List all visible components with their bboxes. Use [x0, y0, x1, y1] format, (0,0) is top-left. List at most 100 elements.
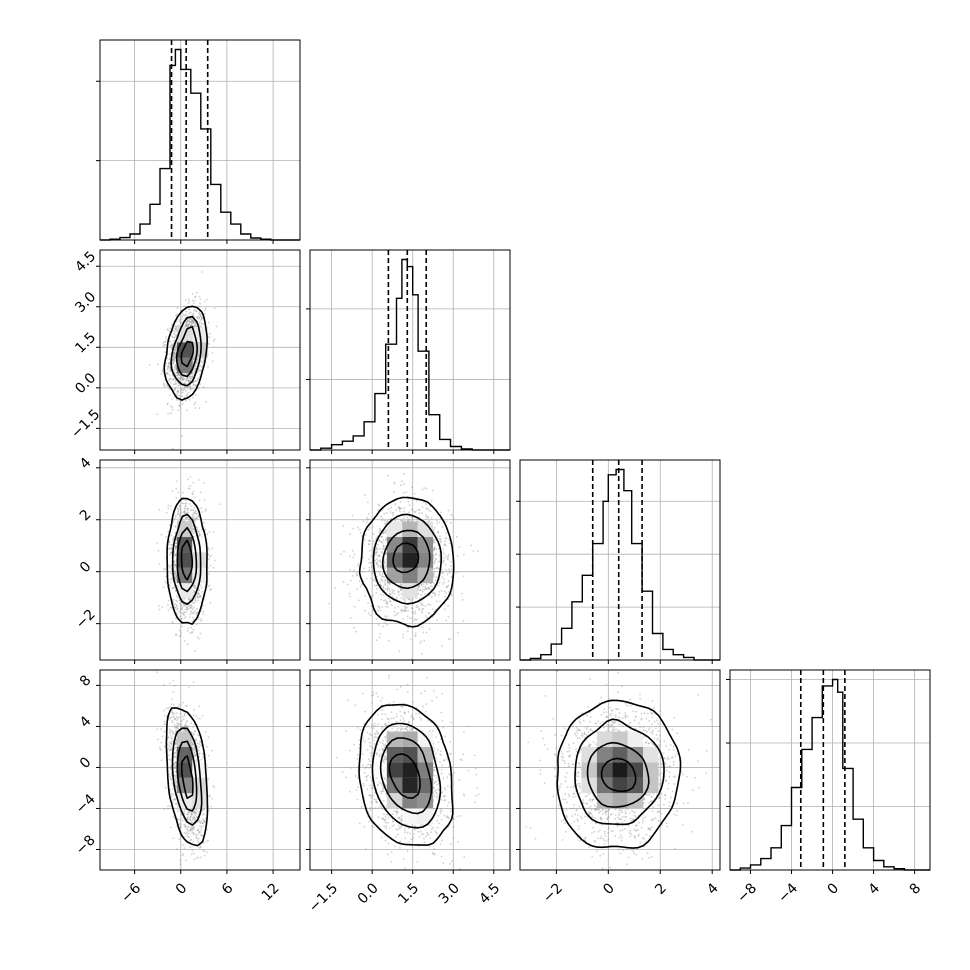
sample-point [169, 412, 172, 415]
sample-point [175, 542, 177, 545]
sample-point [430, 595, 433, 598]
panel-content [100, 250, 300, 450]
sample-point [166, 367, 169, 370]
sample-point [178, 504, 181, 507]
sample-point [186, 507, 189, 510]
sample-point [374, 548, 377, 551]
sample-point [426, 587, 429, 589]
sample-point [418, 509, 421, 511]
sample-point [398, 508, 401, 511]
sample-point [410, 599, 412, 602]
sample-point [192, 528, 195, 531]
sample-point [190, 372, 193, 375]
sample-point [445, 532, 448, 534]
sample-point [447, 591, 450, 593]
sample-point [196, 596, 199, 599]
sample-point [191, 631, 194, 634]
sample-point [357, 564, 359, 567]
sample-point [369, 549, 371, 552]
sample-point [182, 701, 184, 704]
sample-point [400, 608, 403, 611]
sample-point [375, 570, 377, 573]
sample-point [392, 511, 395, 514]
sample-point [171, 587, 174, 590]
sample-point [178, 629, 181, 632]
sample-point [186, 608, 189, 611]
sample-point [190, 386, 193, 389]
sample-point [211, 547, 214, 550]
panel-frame [519, 459, 721, 661]
sample-point [403, 483, 405, 485]
sample-point [198, 532, 201, 535]
sample-point [180, 632, 183, 634]
sample-point [438, 537, 441, 540]
sample-point [187, 298, 190, 300]
sample-point [191, 828, 194, 830]
sample-point [168, 340, 171, 343]
sample-point [408, 598, 410, 601]
sample-point [177, 384, 180, 387]
sample-point [171, 538, 174, 541]
sample-point [384, 599, 387, 602]
sample-point [373, 543, 376, 545]
sample-point [170, 344, 173, 346]
sample-point [440, 511, 442, 514]
sample-point [198, 316, 201, 319]
panel-frame [99, 249, 301, 451]
sample-point [183, 725, 186, 727]
sample-point [199, 313, 202, 316]
density-cell [176, 342, 193, 358]
sample-point [186, 478, 189, 481]
sample-point [184, 382, 187, 385]
sample-point [195, 715, 198, 717]
sample-point [171, 379, 174, 381]
sample-point [183, 507, 186, 510]
sample-point [174, 553, 177, 555]
sample-point [187, 380, 190, 383]
sample-point [385, 564, 388, 567]
sample-point [170, 551, 173, 554]
sample-point [191, 827, 194, 830]
sample-point [388, 583, 391, 585]
sample-point [390, 517, 392, 520]
sample-point [188, 381, 191, 384]
sample-point [170, 378, 172, 380]
sample-point [443, 581, 446, 584]
sample-point [403, 507, 406, 510]
sample-point [177, 391, 180, 394]
sample-point [174, 387, 177, 389]
sample-point [173, 603, 176, 606]
sample-point [388, 587, 391, 590]
sample-point [209, 601, 212, 604]
sample-point [370, 577, 373, 580]
sample-point [449, 521, 452, 524]
sample-point [399, 588, 402, 590]
sample-point [353, 569, 355, 572]
sample-point [180, 387, 183, 389]
sample-point [429, 594, 431, 596]
sample-point [180, 395, 182, 398]
sample-point [192, 302, 195, 304]
sample-point [439, 539, 442, 542]
sample-point [430, 517, 433, 520]
sample-point [197, 589, 200, 591]
sample-point [163, 382, 165, 385]
sample-point [177, 373, 180, 376]
sample-point [193, 403, 196, 406]
density-contour [358, 496, 455, 628]
sample-point [179, 402, 182, 404]
sample-point [177, 389, 180, 392]
sample-point [366, 518, 369, 521]
sample-point [201, 660, 203, 662]
sample-point [408, 504, 411, 507]
sample-point [168, 366, 170, 368]
sample-point [176, 390, 179, 392]
sample-point [381, 573, 384, 576]
sample-point [427, 612, 430, 615]
sample-point [411, 598, 413, 600]
sample-point [414, 610, 416, 613]
sample-point [194, 496, 197, 499]
sample-point [168, 388, 171, 391]
sample-point [382, 544, 385, 547]
sample-point [399, 583, 402, 585]
